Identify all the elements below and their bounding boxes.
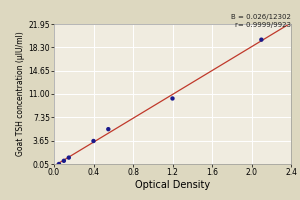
X-axis label: Optical Density: Optical Density <box>135 180 210 190</box>
Y-axis label: Goat TSH concentration (μIU/ml): Goat TSH concentration (μIU/ml) <box>16 32 25 156</box>
Point <box>61 159 66 162</box>
Text: B = 0.026/12302
r= 0.9999/9923: B = 0.026/12302 r= 0.9999/9923 <box>231 14 291 28</box>
Point <box>106 128 111 131</box>
Point <box>91 139 96 143</box>
Point <box>259 38 264 41</box>
Point <box>170 97 175 100</box>
Point <box>56 162 61 166</box>
Point <box>66 156 71 159</box>
